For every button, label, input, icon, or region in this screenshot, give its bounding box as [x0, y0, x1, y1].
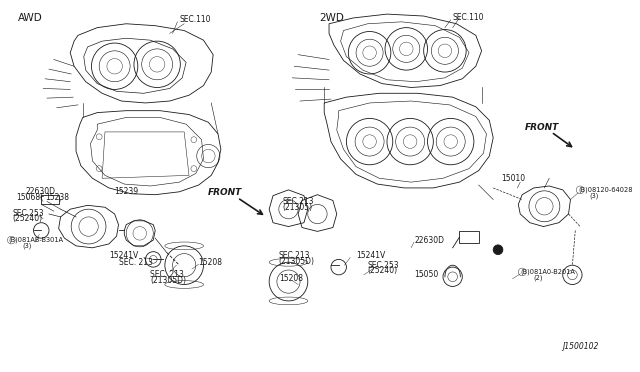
Text: 15208: 15208	[198, 258, 223, 267]
Text: SEC.253: SEC.253	[367, 261, 399, 270]
Text: AWD: AWD	[18, 13, 43, 23]
Text: (25240): (25240)	[367, 266, 398, 276]
Text: SEC.213: SEC.213	[283, 197, 314, 206]
Text: SEC.110: SEC.110	[452, 13, 484, 22]
Text: SEC.253: SEC.253	[12, 209, 44, 218]
Text: (25240): (25240)	[12, 214, 42, 223]
Text: (21305): (21305)	[283, 203, 313, 212]
Text: (2): (2)	[534, 275, 543, 281]
Text: (21305D): (21305D)	[150, 276, 186, 285]
Text: 15010: 15010	[501, 174, 525, 183]
Text: (3): (3)	[590, 192, 599, 199]
Text: SEC.110: SEC.110	[179, 15, 211, 25]
Text: FRONT: FRONT	[524, 123, 559, 132]
Text: 15050: 15050	[414, 270, 438, 279]
Text: (B)08120-64028: (B)08120-64028	[578, 187, 633, 193]
Text: 22630D: 22630D	[26, 187, 56, 196]
Text: 15241V: 15241V	[109, 251, 138, 260]
Text: 15239: 15239	[115, 187, 139, 196]
Text: 15208: 15208	[279, 274, 303, 283]
Text: 22630D: 22630D	[414, 235, 444, 244]
Text: 15238: 15238	[45, 193, 69, 202]
Text: (B)081AB-B301A: (B)081AB-B301A	[8, 237, 63, 243]
Text: 15068F: 15068F	[16, 193, 45, 202]
Text: J1500102: J1500102	[563, 342, 599, 351]
Text: SEC. 213: SEC. 213	[150, 270, 184, 279]
Text: FRONT: FRONT	[207, 188, 242, 197]
Text: SEC. 213: SEC. 213	[118, 258, 152, 267]
Text: 2WD: 2WD	[319, 13, 344, 23]
Text: 15241V: 15241V	[356, 251, 385, 260]
Circle shape	[493, 245, 503, 254]
Text: (B)081A0-B201A: (B)081A0-B201A	[520, 269, 575, 275]
Text: (3): (3)	[22, 243, 31, 249]
Text: SEC.213: SEC.213	[279, 251, 310, 260]
Text: (21305D): (21305D)	[279, 257, 315, 266]
